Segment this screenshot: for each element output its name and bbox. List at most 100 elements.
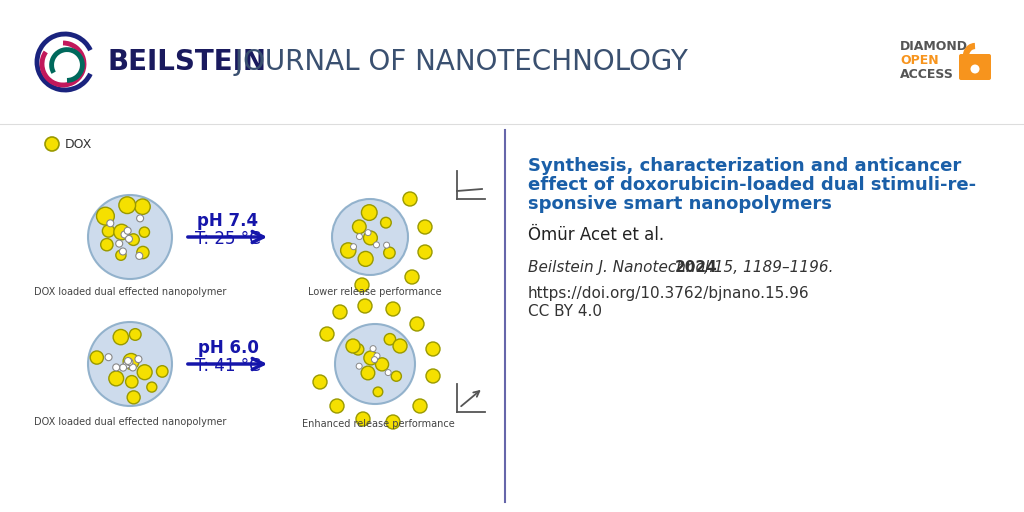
Circle shape <box>364 351 378 365</box>
Circle shape <box>105 354 112 360</box>
Circle shape <box>384 242 389 248</box>
Circle shape <box>100 239 113 251</box>
Circle shape <box>971 65 980 74</box>
Circle shape <box>123 353 139 369</box>
Text: 2024: 2024 <box>674 260 717 275</box>
Circle shape <box>364 231 377 245</box>
Circle shape <box>352 344 364 355</box>
Circle shape <box>332 199 408 275</box>
Text: CC BY 4.0: CC BY 4.0 <box>528 304 602 319</box>
Circle shape <box>121 231 128 238</box>
Circle shape <box>139 227 150 237</box>
Circle shape <box>391 371 401 381</box>
Text: DIAMOND: DIAMOND <box>900 39 968 53</box>
Circle shape <box>136 215 143 222</box>
Circle shape <box>376 358 388 371</box>
Circle shape <box>114 224 129 240</box>
Circle shape <box>119 197 135 214</box>
Text: Beilstein J. Nanotechnol.: Beilstein J. Nanotechnol. <box>528 260 719 275</box>
Circle shape <box>341 243 356 258</box>
Circle shape <box>137 365 153 380</box>
Circle shape <box>386 415 400 429</box>
Circle shape <box>113 329 128 345</box>
Circle shape <box>356 412 370 426</box>
Circle shape <box>370 346 376 352</box>
Circle shape <box>120 248 126 255</box>
Circle shape <box>128 234 139 245</box>
Circle shape <box>137 246 150 259</box>
Text: ACCESS: ACCESS <box>900 68 954 80</box>
Circle shape <box>374 242 380 248</box>
Circle shape <box>113 364 120 371</box>
Circle shape <box>124 227 131 234</box>
Circle shape <box>129 329 141 340</box>
Circle shape <box>361 205 377 220</box>
Circle shape <box>135 199 151 215</box>
Circle shape <box>45 137 59 151</box>
Circle shape <box>361 366 375 380</box>
Circle shape <box>410 317 424 331</box>
Circle shape <box>358 299 372 313</box>
Text: sponsive smart nanopolymers: sponsive smart nanopolymers <box>528 195 831 213</box>
Circle shape <box>350 244 356 250</box>
Circle shape <box>109 371 124 386</box>
Text: JOURNAL OF NANOTECHNOLOGY: JOURNAL OF NANOTECHNOLOGY <box>226 48 688 76</box>
Circle shape <box>123 361 130 368</box>
Circle shape <box>116 240 123 247</box>
Text: DOX loaded dual effected nanopolymer: DOX loaded dual effected nanopolymer <box>34 287 226 297</box>
Circle shape <box>355 278 369 292</box>
Circle shape <box>330 399 344 413</box>
Circle shape <box>365 229 371 236</box>
Circle shape <box>346 339 360 353</box>
Circle shape <box>418 220 432 234</box>
Text: Ömür Acet et al.: Ömür Acet et al. <box>528 226 665 244</box>
Circle shape <box>403 192 417 206</box>
Circle shape <box>418 245 432 259</box>
Circle shape <box>319 327 334 341</box>
Circle shape <box>90 351 103 364</box>
Circle shape <box>384 247 395 259</box>
Circle shape <box>313 375 327 389</box>
Circle shape <box>136 252 142 260</box>
Circle shape <box>135 356 142 362</box>
Circle shape <box>335 324 415 404</box>
Text: OPEN: OPEN <box>900 53 939 67</box>
Text: https://doi.org/10.3762/bjnano.15.96: https://doi.org/10.3762/bjnano.15.96 <box>528 286 810 301</box>
Circle shape <box>373 387 383 397</box>
Text: DOX: DOX <box>65 138 92 151</box>
Circle shape <box>372 357 378 362</box>
Circle shape <box>125 357 131 365</box>
Text: T: 41 °C: T: 41 °C <box>196 357 261 375</box>
Circle shape <box>126 376 138 388</box>
Circle shape <box>426 369 440 383</box>
Circle shape <box>116 250 126 260</box>
Circle shape <box>358 251 373 266</box>
Circle shape <box>126 358 133 366</box>
Circle shape <box>352 220 367 233</box>
Circle shape <box>385 370 391 376</box>
Circle shape <box>102 225 115 237</box>
Circle shape <box>356 363 362 369</box>
Text: pH 6.0: pH 6.0 <box>198 339 258 357</box>
Circle shape <box>88 322 172 406</box>
Text: T: 25 °C: T: 25 °C <box>196 230 261 248</box>
Text: pH 7.4: pH 7.4 <box>198 212 259 230</box>
Circle shape <box>381 217 391 228</box>
Circle shape <box>146 382 157 392</box>
Circle shape <box>333 305 347 319</box>
Circle shape <box>129 364 136 371</box>
Circle shape <box>126 236 132 242</box>
Text: DOX loaded dual effected nanopolymer: DOX loaded dual effected nanopolymer <box>34 417 226 427</box>
Circle shape <box>127 391 140 404</box>
Circle shape <box>386 302 400 316</box>
Circle shape <box>374 353 380 359</box>
Text: Lower release performance: Lower release performance <box>308 287 441 297</box>
Circle shape <box>96 207 115 225</box>
Text: effect of doxorubicin-loaded dual stimuli-re-: effect of doxorubicin-loaded dual stimul… <box>528 176 976 194</box>
Circle shape <box>426 342 440 356</box>
Circle shape <box>88 195 172 279</box>
Circle shape <box>413 399 427 413</box>
Circle shape <box>406 270 419 284</box>
Circle shape <box>384 333 395 345</box>
Text: BEILSTEIN: BEILSTEIN <box>108 48 267 76</box>
